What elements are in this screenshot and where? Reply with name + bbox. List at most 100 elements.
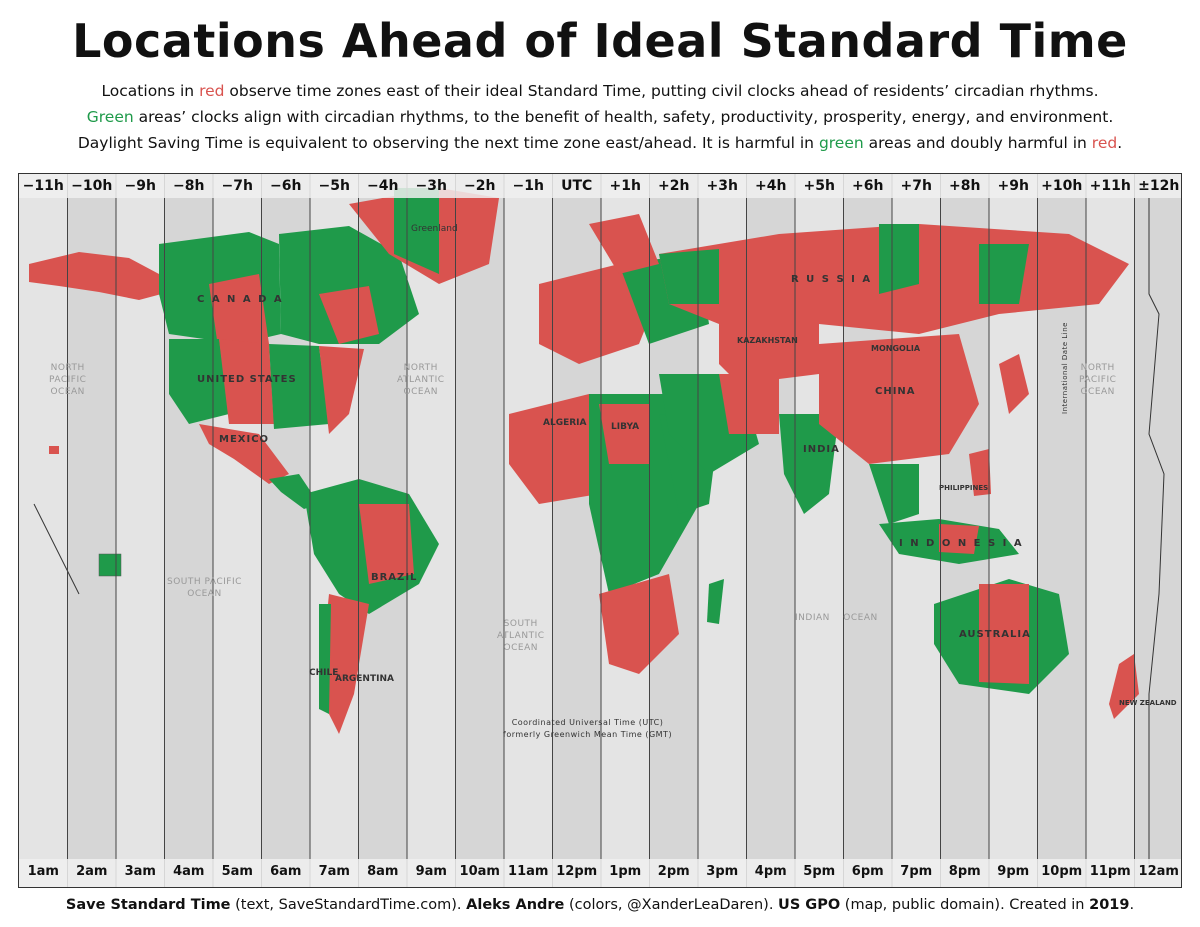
oceania [934,579,1139,719]
russia-green-2 [979,244,1029,304]
zone-time-label: 4am [173,864,205,879]
africa-libya [599,404,649,464]
zone-offset-label: +2h [658,178,690,194]
zone-time-label: 11pm [1089,864,1131,879]
subtitle-line-2: Green areas’ clocks align with circadian… [86,108,1114,126]
zone-time-label: 10am [459,864,500,879]
zone-offset-label: +10h [1041,178,1083,194]
zone-offset-label: −9h [124,178,156,194]
zone-time-label: 12pm [556,864,598,879]
sa-south [324,594,369,734]
iran [719,374,779,434]
zone-offset-label: +6h [852,178,884,194]
label-algeria: ALGERIA [543,418,587,428]
zone-offset-label: UTC [561,178,593,194]
time-zone-map: −11h −10h −9h −8h −7h −6h −5h −4h −3h −2h −1h UTC +1… [18,173,1182,888]
asia [659,224,1129,564]
india [779,414,839,514]
zone-time-label: 6am [270,864,302,879]
zone-time-label: 7am [318,864,350,879]
canada-central [209,274,269,354]
russia-green-1 [879,224,919,294]
zone-stripe [1134,174,1181,887]
label-utc-note: Coordinated Universal Time (UTC) formerl… [503,718,673,739]
zone-time-label: 11am [508,864,549,879]
zone-time-label: 10pm [1041,864,1083,879]
label-us: UNITED STATES [197,374,297,385]
zone-time-label: 2pm [657,864,690,879]
australia-red [979,584,1029,684]
zone-time-label: 9pm [997,864,1030,879]
label-north-atlantic: NORTH ATLANTIC OCEAN [397,363,445,397]
label-chile: CHILE [309,668,339,678]
south-america [304,479,439,734]
madagascar [707,579,724,624]
usa-east [319,346,364,434]
usa-west [169,339,229,424]
label-kazakhstan: KAZAKHSTAN [737,336,798,345]
label-russia: R U S S I A [791,274,873,285]
zone-offset-label: −11h [22,178,64,194]
zone-offset-label: −2h [464,178,496,194]
page-title: Locations Ahead of Ideal Standard Time [72,14,1128,68]
label-north-pacific: NORTH PACIFIC OCEAN [49,363,87,397]
north-america [29,188,499,509]
sa-brazil-red [359,504,414,584]
label-north-pacific-east: NORTH PACIFIC OCEAN [1079,363,1117,397]
africa-nw [509,394,599,504]
zone-separators [19,174,1181,887]
new-zealand [1109,654,1139,719]
marquesas-box [98,553,122,577]
label-argentina: ARGENTINA [335,674,394,684]
label-mongolia: MONGOLIA [871,344,921,353]
label-australia: AUSTRALIA [959,629,1031,640]
zone-time-label: 3pm [706,864,739,879]
zone-time-label: 12am [1138,864,1179,879]
zone-offset-label: −4h [367,178,399,194]
kazakhstan [719,324,819,384]
zone-time-label: 4pm [754,864,787,879]
philippines [969,449,991,496]
subtitle-line-3: Daylight Saving Time is equivalent to ob… [77,134,1123,152]
zone-offset-label: −6h [270,178,302,194]
label-greenland: Greenland [411,224,458,234]
zone-offset-label: −10h [71,178,113,194]
zone-offset-label: +11h [1089,178,1131,194]
label-south-pacific: SOUTH PACIFIC OCEAN [167,577,242,599]
zone-time-label: 7pm [900,864,933,879]
zone-offset-label: −1h [512,178,544,194]
zone-offset-label: −7h [221,178,253,194]
zone-time-label: 5am [221,864,253,879]
date-line [1148,198,1165,864]
zone-time-label: 3am [124,864,156,879]
chile [319,604,331,714]
zone-time-label: 1pm [609,864,642,879]
russia-green-3 [659,249,719,304]
label-china: CHINA [875,386,916,397]
label-indian-ocean: INDIAN OCEAN [795,613,878,623]
mexico [199,424,289,484]
zone-time-label: 5pm [803,864,836,879]
japan [999,354,1029,414]
zone-offset-label: +9h [997,178,1029,194]
credits-footer: Save Standard Time (text, SaveStandardTi… [65,897,1135,913]
zone-footer-band [19,859,1181,887]
zone-offset-label: +3h [706,178,738,194]
zone-time-label: 8am [367,864,399,879]
label-brazil: BRAZIL [371,572,418,583]
zone-offset-label: +7h [900,178,932,194]
indonesia-red [939,524,979,554]
zone-offset-label: −3h [415,178,447,194]
greenland-green [394,188,439,274]
se-asia [869,464,919,524]
label-libya: LIBYA [611,422,640,432]
zone-stripe [455,174,504,887]
alaska [29,252,169,300]
scandinavia [589,214,659,274]
zone-offset-label: −5h [318,178,350,194]
green-keyword: Green [86,108,134,126]
zone-time-label: 8pm [948,864,981,879]
label-canada: C A N A D A [197,294,284,305]
label-date-line: International Date Line [1061,322,1069,414]
zone-time-label: 2am [76,864,108,879]
